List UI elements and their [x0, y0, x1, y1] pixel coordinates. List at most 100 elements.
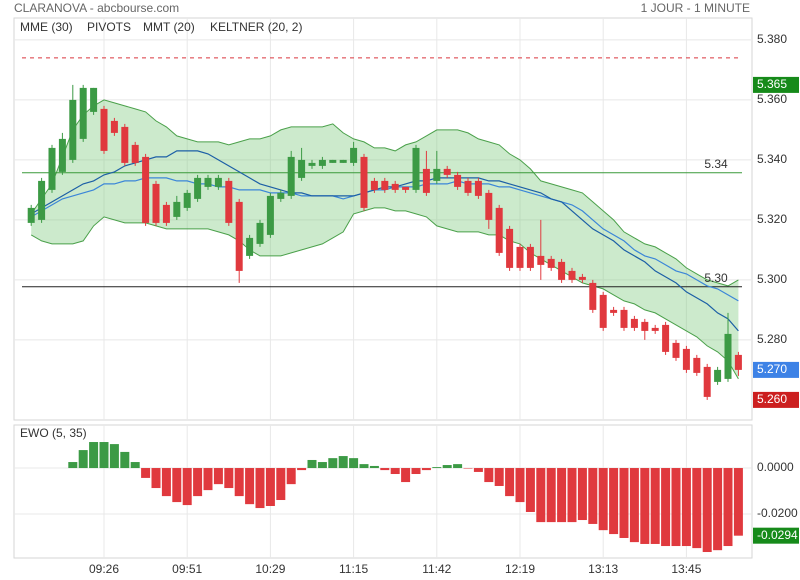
ewo-bar — [120, 451, 130, 469]
keltner-lower — [30, 207, 739, 380]
candle-body — [162, 204, 170, 223]
x-tick-label: 09:26 — [89, 562, 119, 576]
ewo-bar — [453, 464, 463, 469]
candle-body — [110, 120, 118, 133]
ewo-bar — [401, 468, 411, 483]
ewo-bar — [68, 462, 78, 469]
candle-body — [651, 327, 659, 331]
candle-body — [131, 144, 139, 163]
candle-body — [714, 369, 722, 382]
ewo-bar — [640, 468, 650, 544]
ewo-bar — [421, 468, 431, 471]
y-tick-label: 5.360 — [757, 92, 787, 106]
ewo-bar — [141, 468, 151, 478]
candle-body — [100, 108, 108, 151]
ewo-bar — [234, 468, 244, 497]
ewo-bar — [650, 468, 660, 544]
ewo-bar — [588, 468, 598, 524]
ewo-bar — [203, 468, 213, 491]
candle-body — [318, 159, 326, 166]
ewo-bar — [661, 468, 671, 547]
candle-body — [370, 180, 378, 190]
candle-body — [495, 207, 503, 253]
x-tick-label: 12:19 — [505, 562, 535, 576]
ewo-bar — [213, 468, 223, 485]
ewo-bar — [130, 462, 140, 469]
candle-body — [662, 324, 670, 352]
pivot-label: 5.30 — [704, 271, 728, 285]
candle-body — [27, 207, 35, 223]
candle-body — [443, 168, 451, 175]
candle-body — [225, 180, 233, 223]
y-tick-label: 0.0000 — [757, 460, 794, 474]
candle-body — [516, 246, 524, 268]
candle-body — [682, 348, 690, 370]
chart-subtitle: 1 JOUR - 1 MINUTE — [641, 1, 750, 15]
candle-body — [79, 87, 87, 139]
ewo-title: EWO (5, 35) — [20, 426, 87, 440]
keltner-upper — [30, 99, 739, 287]
ewo-bar — [338, 456, 348, 469]
candle-body — [474, 180, 482, 196]
ewo-bar — [349, 458, 359, 469]
y-tick-label: 5.320 — [757, 212, 787, 226]
ewo-bar — [182, 468, 192, 506]
candle-body — [412, 147, 420, 190]
candle-body — [329, 159, 337, 163]
candle-body — [402, 186, 410, 190]
candle-body — [558, 261, 566, 280]
candle-body — [589, 282, 597, 310]
legend-item: MMT (20) — [143, 20, 195, 34]
candle-body — [360, 156, 368, 208]
ewo-bar — [702, 468, 712, 553]
ewo-bar — [109, 444, 119, 469]
legend-item: PIVOTS — [87, 20, 131, 34]
ewo-bar — [525, 468, 535, 512]
ewo-bar — [328, 458, 338, 469]
candle-body — [620, 309, 628, 328]
candle-body — [724, 333, 732, 379]
candle-body — [578, 276, 586, 280]
price-tag — [753, 391, 799, 408]
ewo-bar — [286, 468, 296, 485]
candle-body — [568, 270, 576, 280]
candle-body — [526, 246, 534, 268]
candle-body — [422, 168, 430, 193]
ewo-bar — [359, 464, 369, 469]
candle-body — [183, 192, 191, 208]
y-tick-label: 5.380 — [757, 32, 787, 46]
ewo-bar — [89, 442, 99, 469]
candle-body — [308, 162, 316, 166]
ewo-bar — [442, 465, 452, 469]
y-tick-label: 5.340 — [757, 152, 787, 166]
candle-body — [630, 318, 638, 328]
candle-body — [672, 342, 680, 358]
ewo-bar — [276, 468, 286, 501]
legend: MME (30) PIVOTS MMT (20) KELTNER (20, 2) — [20, 20, 302, 34]
y-tick-label: 5.280 — [757, 332, 787, 346]
candle-body — [48, 147, 56, 190]
ewo-bar — [411, 468, 421, 475]
ewo-bar — [161, 468, 171, 497]
ewo-bar — [733, 468, 743, 536]
ewo-bar — [629, 468, 639, 543]
price-tag-label: -0.0294 — [757, 528, 798, 542]
candle-body — [537, 255, 545, 265]
keltner-fill — [31, 99, 739, 379]
ewo-bar — [546, 468, 556, 523]
candle-body — [38, 180, 46, 220]
x-tick-label: 10:29 — [255, 562, 285, 576]
x-tick-label: 13:13 — [588, 562, 618, 576]
legend-item: KELTNER (20, 2) — [210, 20, 302, 34]
price-tag-label: 5.260 — [757, 392, 787, 406]
ewo-bar — [255, 468, 265, 509]
candle-body — [464, 180, 472, 193]
ewo-bar — [681, 468, 691, 547]
candle-body — [547, 258, 555, 268]
x-tick-label: 09:51 — [172, 562, 202, 576]
ewo-bar — [317, 462, 327, 469]
candle-body — [58, 138, 66, 172]
ewo-bar — [297, 468, 307, 471]
ewo-panel — [13, 424, 753, 559]
candle-body — [204, 177, 212, 187]
